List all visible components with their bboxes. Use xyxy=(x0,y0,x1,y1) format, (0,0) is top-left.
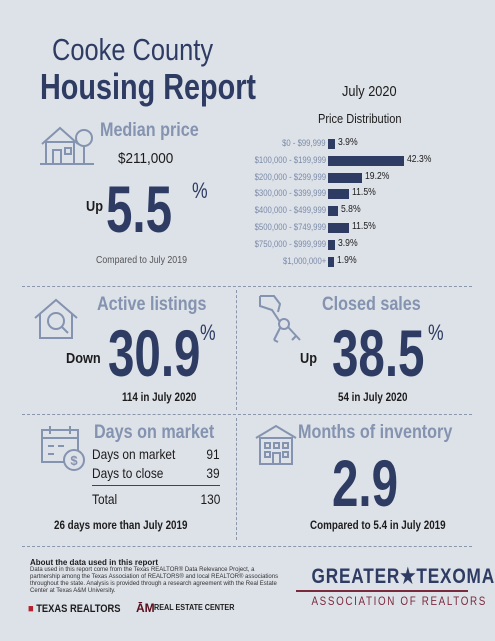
distribution-bar xyxy=(328,155,404,166)
distribution-bar xyxy=(328,223,349,233)
texas-realtors-text: TEXAS REALTORS xyxy=(36,603,121,615)
distribution-range-label: $500,000 - $749,999 xyxy=(254,222,326,232)
inventory-value: 2.9 xyxy=(332,446,399,520)
distribution-row: $1,000,000+ 1.9% xyxy=(230,255,490,269)
distribution-range-label: $200,000 - $299,999 xyxy=(254,171,326,182)
svg-text:$: $ xyxy=(70,453,78,468)
real-estate-center-text: REAL ESTATE CENTER xyxy=(154,603,235,612)
distribution-title: Price Distribution xyxy=(318,111,402,126)
distribution-range-label: $750,000 - $999,999 xyxy=(254,238,326,249)
greater-texoma-subtitle: ASSOCIATION OF REALTORS xyxy=(311,594,487,608)
building-icon xyxy=(255,424,297,465)
divider-vertical-2 xyxy=(236,418,237,540)
house-magnifier-icon xyxy=(34,298,78,339)
texas-flag-icon: ■ xyxy=(28,603,34,615)
distribution-bar xyxy=(328,256,334,267)
distribution-value-label: 3.9% xyxy=(338,237,358,249)
median-price-label: Median price xyxy=(100,120,199,141)
distribution-value-label: 11.5% xyxy=(351,187,376,199)
distribution-bar xyxy=(328,139,335,149)
greater-texoma-logo: GREATER★TEXOMA ASSOCIATION OF REALTORS xyxy=(296,564,495,616)
greater-texoma-title: GREATER★TEXOMA xyxy=(311,565,495,588)
days-row-value: 91 xyxy=(206,446,220,462)
median-change-value: 5.5 xyxy=(106,172,173,246)
active-change-value: 30.9 xyxy=(108,316,201,390)
house-tree-icon xyxy=(40,126,94,165)
distribution-row: $100,000 - $199,999 42.3% xyxy=(230,154,490,168)
distribution-range-label: $300,000 - $399,999 xyxy=(254,188,326,199)
distribution-value-label: 42.3% xyxy=(407,153,432,165)
days-row-label: Total xyxy=(92,491,118,507)
divider-vertical-1 xyxy=(236,290,237,410)
distribution-row: $750,000 - $999,999 3.9% xyxy=(230,238,490,252)
texas-am-mark-icon: ĀM xyxy=(136,601,155,615)
divider-top xyxy=(22,286,472,287)
distribution-row: $200,000 - $299,999 19.2% xyxy=(230,171,490,185)
closed-direction: Up xyxy=(300,350,317,367)
distribution-range-label: $100,000 - $199,999 xyxy=(254,154,326,165)
days-row-label: Days on market xyxy=(92,446,176,462)
divider-middle xyxy=(22,414,472,415)
days-row-value: 130 xyxy=(200,491,220,507)
days-row-label: Days to close xyxy=(92,465,164,481)
distribution-bar xyxy=(328,239,335,250)
closed-change-value: 38.5 xyxy=(332,316,425,390)
days-on-market-label: Days on market xyxy=(94,422,215,443)
days-table-separator xyxy=(92,485,220,486)
inventory-note: Compared to 5.4 in July 2019 xyxy=(310,518,446,532)
distribution-value-label: 3.9% xyxy=(338,137,358,148)
closed-percent-sign: % xyxy=(428,320,444,345)
distribution-row: $0 - $99,999 3.9% xyxy=(230,137,490,151)
about-heading: About the data used in this report xyxy=(30,558,159,567)
distribution-value-label: 1.9% xyxy=(337,254,357,266)
closed-note: 54 in July 2020 xyxy=(338,390,408,404)
distribution-row: $400,000 - $499,999 5.8% xyxy=(230,204,490,218)
distribution-bar xyxy=(328,206,339,217)
active-listings-label: Active listings xyxy=(97,294,207,315)
median-direction: Up xyxy=(86,198,103,215)
distribution-row: $300,000 - $399,999 11.5% xyxy=(230,187,490,201)
texas-realtors-logo: ■ TEXAS REALTORS xyxy=(28,603,121,615)
distribution-row: $500,000 - $749,999 11.5% xyxy=(230,221,490,235)
median-price-value: $211,000 xyxy=(118,150,174,167)
active-percent-sign: % xyxy=(200,320,216,345)
median-compared-note: Compared to July 2019 xyxy=(96,255,187,266)
county-title: Cooke County xyxy=(52,32,214,67)
report-month: July 2020 xyxy=(342,83,397,100)
active-note: 114 in July 2020 xyxy=(122,390,197,404)
greater-texoma-rule xyxy=(296,590,468,592)
closed-sales-label: Closed sales xyxy=(322,294,421,315)
distribution-value-label: 5.8% xyxy=(341,204,362,216)
hand-keys-icon xyxy=(259,295,301,343)
about-text: Data used in this report come from the T… xyxy=(30,567,279,594)
distribution-bar xyxy=(328,189,349,200)
distribution-range-label: $0 - $99,999 xyxy=(282,138,326,148)
distribution-bar xyxy=(328,172,363,183)
months-inventory-label: Months of inventory xyxy=(298,422,453,443)
report-title: Housing Report xyxy=(40,66,256,107)
calendar-dollar-icon: $ xyxy=(41,426,85,471)
distribution-value-label: 11.5% xyxy=(351,221,376,232)
median-percent-sign: % xyxy=(192,178,208,203)
distribution-range-label: $400,000 - $499,999 xyxy=(254,205,326,216)
distribution-value-label: 19.2% xyxy=(365,170,390,182)
divider-bottom xyxy=(22,546,472,547)
days-row-value: 39 xyxy=(206,465,220,481)
days-note: 26 days more than July 2019 xyxy=(54,518,188,532)
active-direction: Down xyxy=(66,350,101,367)
distribution-range-label: $1,000,000+ xyxy=(282,255,326,266)
